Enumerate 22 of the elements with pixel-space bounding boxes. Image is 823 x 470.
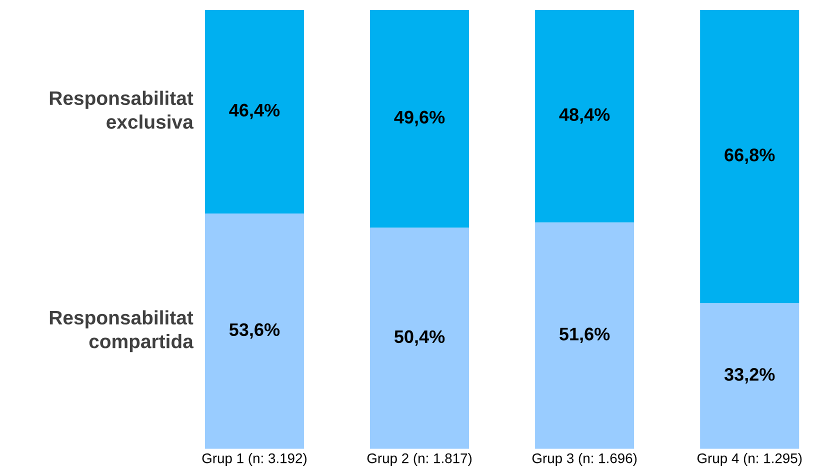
bar [370,228,470,449]
series-label: Responsabilitat exclusiva [50,90,194,129]
data-label: 50,4% [394,330,445,346]
bar [370,10,470,228]
bar [204,10,304,214]
x-tick-label: Grup 2 (n: 1.817) [367,453,472,466]
bar [535,10,634,222]
data-label: 49,6% [394,110,445,126]
bar [204,214,304,449]
series-label: Responsabilitat compartida [50,310,194,352]
data-label: 48,4% [559,108,610,124]
x-tick-label: Grup 1 (n: 3.192) [202,453,306,466]
data-label: 51,6% [560,328,610,344]
data-label: 66,8% [724,148,775,164]
x-tick-label: Grup 4 (n: 1.295) [697,453,802,466]
bar [535,222,634,449]
data-label: 33,2% [724,368,775,384]
bar [700,10,800,304]
data-label: 46,4% [229,104,280,120]
data-label: 53,6% [229,323,280,339]
bar [700,303,800,449]
x-tick-label: Grup 3 (n: 1.696) [532,453,637,466]
